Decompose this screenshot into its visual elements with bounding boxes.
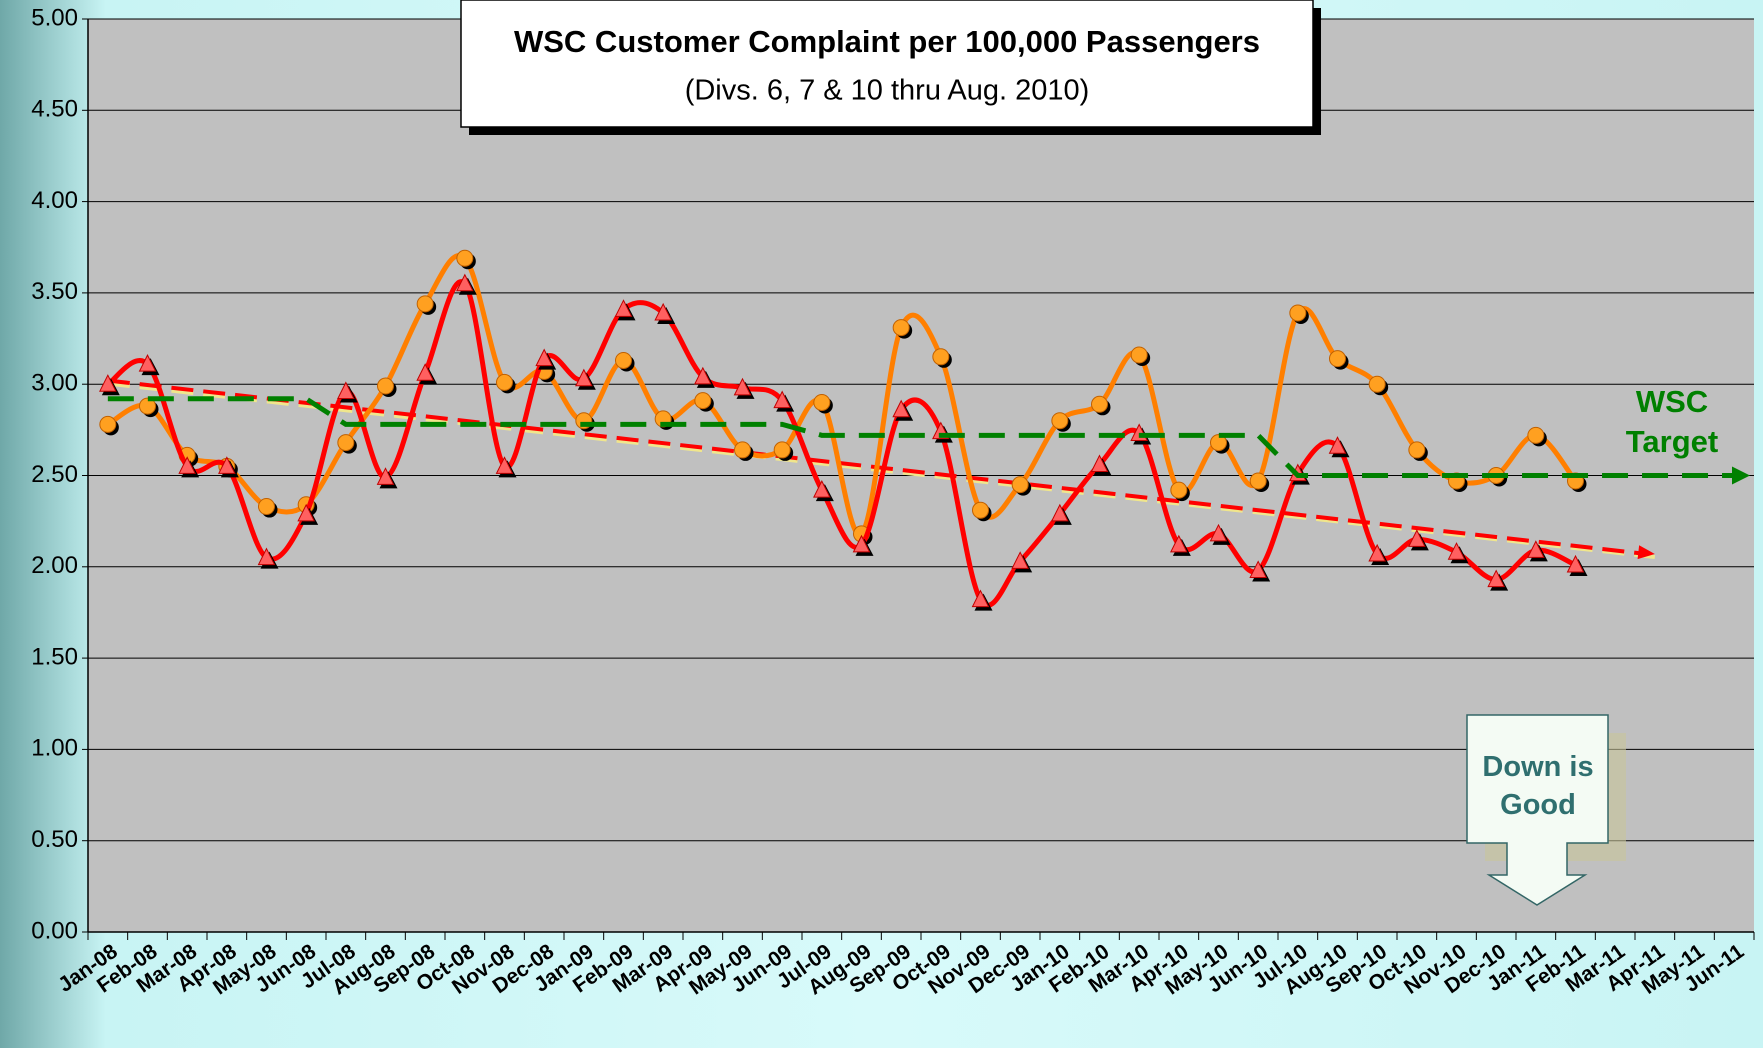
marker bbox=[1408, 529, 1426, 547]
marker bbox=[496, 373, 513, 391]
marker bbox=[971, 589, 990, 608]
marker bbox=[377, 377, 394, 395]
y-tick-label: 2.00 bbox=[31, 552, 78, 579]
marker bbox=[1487, 569, 1505, 588]
marker bbox=[1051, 503, 1069, 522]
chart-subtitle: (Divs. 6, 7 & 10 thru Aug. 2010) bbox=[685, 75, 1090, 107]
marker bbox=[614, 299, 633, 317]
marker bbox=[972, 501, 989, 519]
y-tick-label: 0.50 bbox=[31, 826, 78, 853]
title-box bbox=[460, 0, 1314, 128]
chart-title: WSC Customer Complaint per 100,000 Passe… bbox=[514, 24, 1260, 59]
marker bbox=[416, 295, 434, 313]
marker bbox=[1090, 454, 1109, 473]
marker bbox=[1289, 304, 1307, 322]
marker bbox=[416, 363, 434, 381]
marker bbox=[337, 381, 355, 400]
marker bbox=[1408, 441, 1426, 459]
marker bbox=[1368, 375, 1386, 393]
marker bbox=[1249, 560, 1267, 578]
marker bbox=[297, 503, 315, 522]
marker bbox=[892, 319, 910, 337]
marker bbox=[1527, 540, 1545, 558]
marker bbox=[932, 348, 950, 366]
marker bbox=[1328, 436, 1347, 454]
marker bbox=[99, 374, 117, 392]
marker bbox=[813, 479, 831, 498]
trend-arrow bbox=[1637, 545, 1655, 560]
marker bbox=[852, 534, 871, 553]
marker bbox=[337, 434, 355, 452]
marker bbox=[139, 397, 156, 415]
marker bbox=[773, 390, 791, 409]
target-line bbox=[107, 396, 1740, 478]
marker bbox=[218, 456, 236, 474]
marker bbox=[178, 456, 196, 474]
marker bbox=[1249, 472, 1267, 490]
marker bbox=[1209, 523, 1228, 542]
marker bbox=[615, 351, 632, 369]
y-tick-label: 3.50 bbox=[31, 278, 78, 305]
y-tick-label: 0.00 bbox=[31, 917, 78, 944]
marker bbox=[1170, 534, 1188, 553]
marker bbox=[733, 377, 752, 396]
target-label: WSC Target bbox=[1625, 384, 1719, 459]
annotation-arrow bbox=[1466, 714, 1609, 906]
marker bbox=[456, 273, 474, 292]
marker bbox=[813, 393, 831, 411]
marker bbox=[1130, 346, 1148, 364]
annotation: Down is Good bbox=[1482, 751, 1594, 821]
marker bbox=[257, 547, 276, 566]
marker bbox=[773, 441, 791, 459]
marker bbox=[575, 368, 593, 387]
marker bbox=[1527, 426, 1545, 444]
marker bbox=[1051, 412, 1069, 430]
y-tick-label: 1.50 bbox=[31, 643, 78, 670]
marker bbox=[138, 353, 157, 372]
marker bbox=[694, 366, 712, 385]
y-tick-label: 1.00 bbox=[31, 735, 78, 762]
y-tick-label: 3.00 bbox=[31, 370, 78, 397]
marker bbox=[694, 392, 712, 410]
marker bbox=[1170, 481, 1188, 499]
marker bbox=[535, 348, 553, 367]
marker bbox=[495, 456, 514, 474]
marker bbox=[1368, 543, 1386, 562]
marker bbox=[258, 498, 275, 516]
y-tick-label: 4.50 bbox=[31, 96, 78, 123]
marker bbox=[1329, 350, 1346, 368]
y-tick-label: 2.50 bbox=[31, 461, 78, 488]
marker bbox=[1447, 542, 1466, 560]
marker bbox=[1011, 551, 1029, 569]
marker bbox=[1210, 434, 1227, 452]
marker bbox=[376, 467, 395, 485]
target-arrow bbox=[1732, 466, 1750, 485]
y-tick-label: 5.00 bbox=[31, 4, 78, 31]
marker bbox=[99, 415, 117, 433]
y-tick-label: 4.00 bbox=[31, 187, 78, 214]
marker bbox=[1566, 554, 1585, 573]
marker bbox=[1091, 395, 1108, 413]
marker bbox=[734, 441, 751, 459]
marker bbox=[654, 302, 672, 321]
marker bbox=[1011, 476, 1029, 494]
marker bbox=[892, 399, 910, 418]
marker bbox=[456, 249, 474, 267]
